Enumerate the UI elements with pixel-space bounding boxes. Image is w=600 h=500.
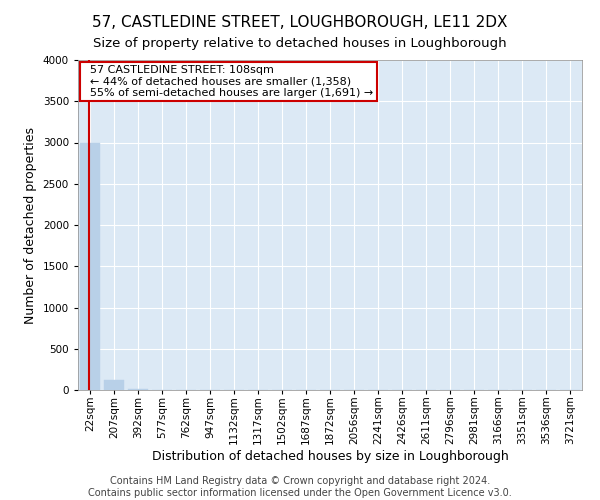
Text: Contains HM Land Registry data © Crown copyright and database right 2024.
Contai: Contains HM Land Registry data © Crown c… xyxy=(88,476,512,498)
X-axis label: Distribution of detached houses by size in Loughborough: Distribution of detached houses by size … xyxy=(152,450,508,463)
Text: Size of property relative to detached houses in Loughborough: Size of property relative to detached ho… xyxy=(93,38,507,51)
Text: 57, CASTLEDINE STREET, LOUGHBOROUGH, LE11 2DX: 57, CASTLEDINE STREET, LOUGHBOROUGH, LE1… xyxy=(92,15,508,30)
Bar xyxy=(104,380,124,390)
Y-axis label: Number of detached properties: Number of detached properties xyxy=(24,126,37,324)
Bar xyxy=(80,142,100,390)
Text: 57 CASTLEDINE STREET: 108sqm
  ← 44% of detached houses are smaller (1,358)
  55: 57 CASTLEDINE STREET: 108sqm ← 44% of de… xyxy=(83,65,373,98)
